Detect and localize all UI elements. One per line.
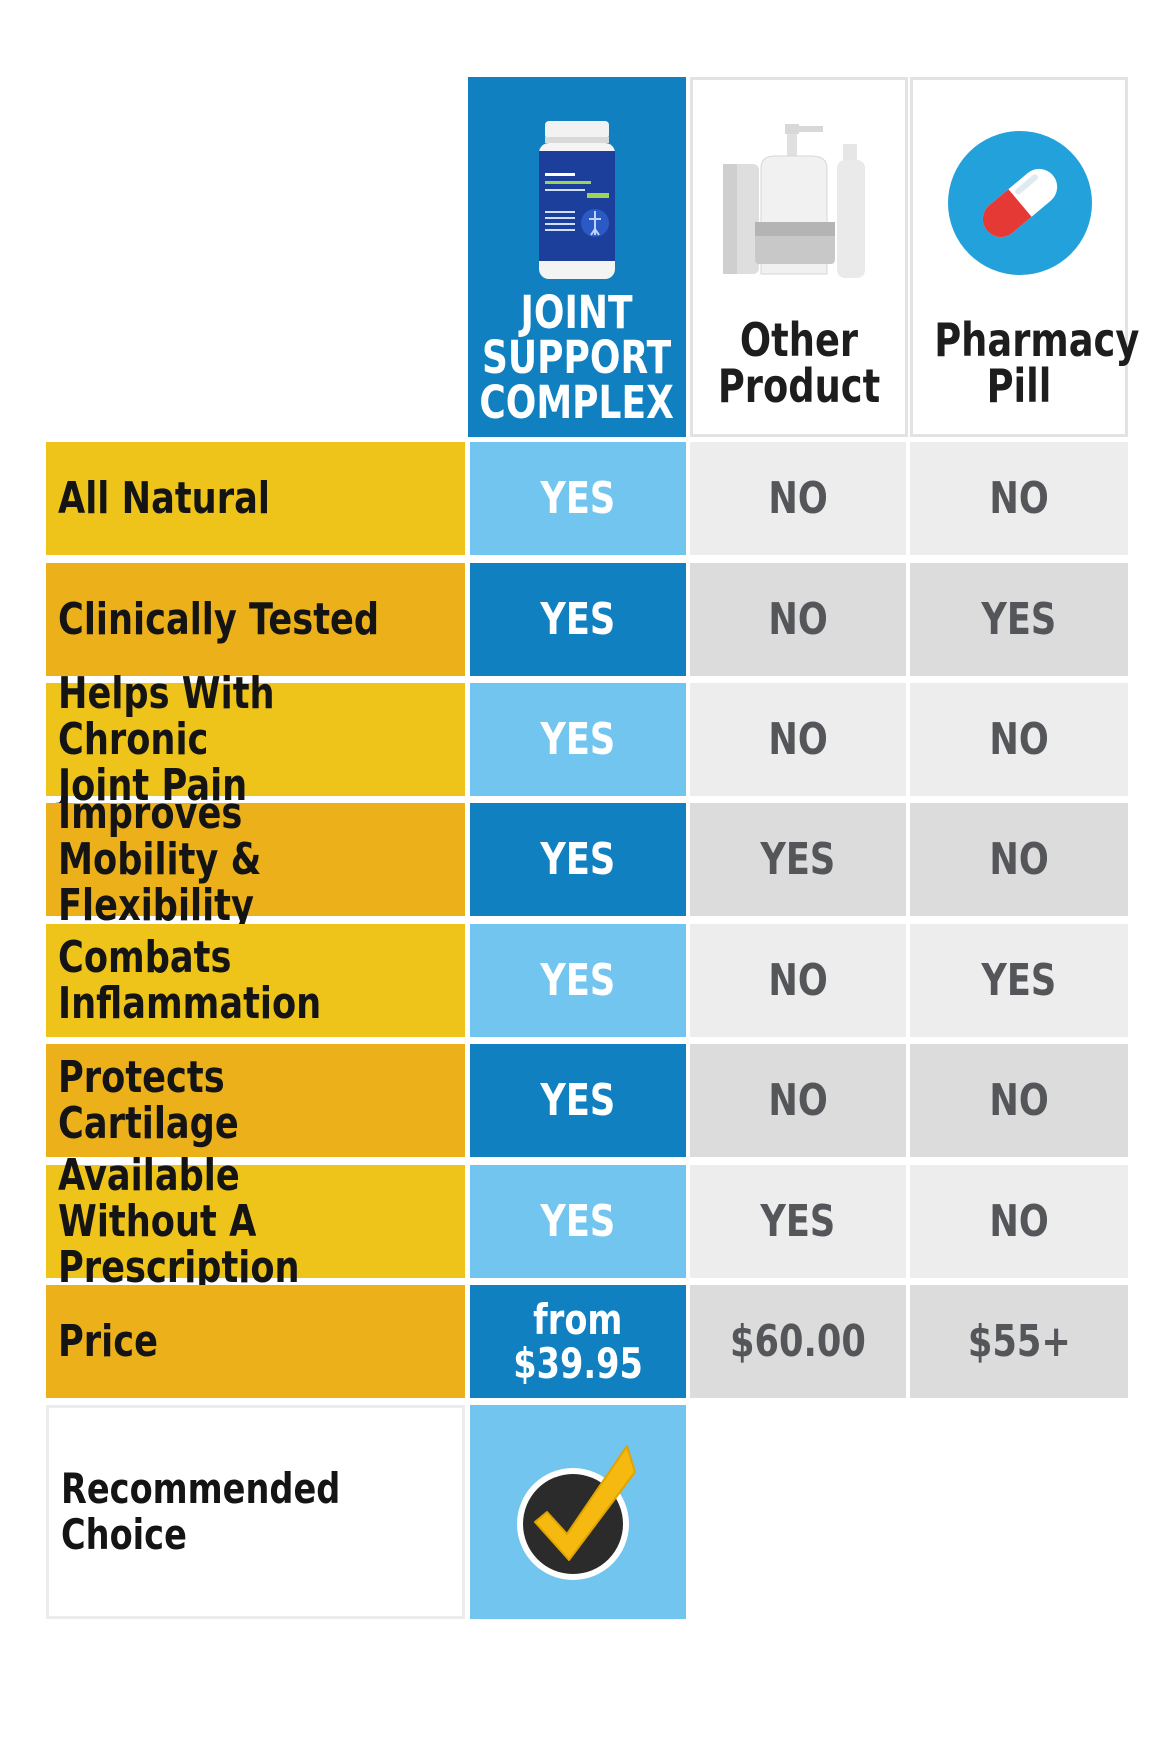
cell-mobility-pharmacy-pill: NO <box>910 803 1128 916</box>
column-header-joint-support-complex: JOINT SUPPORT COMPLEX <box>468 77 686 437</box>
cell-all-natural-other-product: NO <box>690 442 906 555</box>
checkmark-badge-icon <box>517 1445 636 1580</box>
cell-all-natural-joint-support: YES <box>470 442 686 555</box>
cell-prescription-other-product: YES <box>690 1165 906 1278</box>
cell-inflammation-joint-support: YES <box>470 924 686 1037</box>
cosmetic-bottles-icon <box>723 124 865 278</box>
pill-icon <box>948 131 1092 275</box>
cell-price-pharmacy-pill: $55+ <box>910 1285 1128 1398</box>
cell-recommended-joint-support <box>470 1405 686 1619</box>
cell-mobility-other-product: YES <box>690 803 906 916</box>
cell-price-joint-support: from $39.95 <box>470 1285 686 1398</box>
row-label-protects-cartilage: Protects Cartilage <box>46 1044 465 1157</box>
cell-clinically-tested-joint-support: YES <box>470 563 686 676</box>
cell-inflammation-pharmacy-pill: YES <box>910 924 1128 1037</box>
column-header-other-product: Other Product <box>690 77 908 437</box>
cell-clinically-tested-pharmacy-pill: YES <box>910 563 1128 676</box>
column-title-pharmacy-pill: Pharmacy Pill <box>934 313 1140 413</box>
row-label-recommended-choice: Recommended Choice <box>46 1405 465 1619</box>
column-header-pharmacy-pill: Pharmacy Pill <box>910 77 1140 437</box>
column-title-joint-support-complex: JOINT SUPPORT COMPLEX <box>479 286 675 429</box>
row-label-without-prescription: Available Without A Prescription <box>46 1152 465 1290</box>
row-label-chronic-joint-pain: Helps With Chronic Joint Pain <box>46 670 465 808</box>
cell-all-natural-pharmacy-pill: NO <box>910 442 1128 555</box>
row-label-all-natural: All Natural <box>46 442 465 555</box>
cell-prescription-joint-support: YES <box>470 1165 686 1278</box>
supplement-bottle-icon <box>539 121 615 279</box>
row-label-clinically-tested: Clinically Tested <box>46 563 465 676</box>
cell-chronic-joint-pain-joint-support: YES <box>470 683 686 796</box>
cell-inflammation-other-product: NO <box>690 924 906 1037</box>
cell-cartilage-other-product: NO <box>690 1044 906 1157</box>
cell-cartilage-pharmacy-pill: NO <box>910 1044 1128 1157</box>
column-title-other-product: Other Product <box>717 313 881 413</box>
cell-price-other-product: $60.00 <box>690 1285 906 1398</box>
cell-cartilage-joint-support: YES <box>470 1044 686 1157</box>
cell-clinically-tested-other-product: NO <box>690 563 906 676</box>
row-label-combats-inflammation: Combats Inflammation <box>46 924 465 1037</box>
cell-chronic-joint-pain-pharmacy-pill: NO <box>910 683 1128 796</box>
row-label-price: Price <box>46 1285 465 1398</box>
row-label-mobility-flexibility: Improves Mobility & Flexibility <box>46 790 465 928</box>
cell-prescription-pharmacy-pill: NO <box>910 1165 1128 1278</box>
cell-chronic-joint-pain-other-product: NO <box>690 683 906 796</box>
cell-mobility-joint-support: YES <box>470 803 686 916</box>
